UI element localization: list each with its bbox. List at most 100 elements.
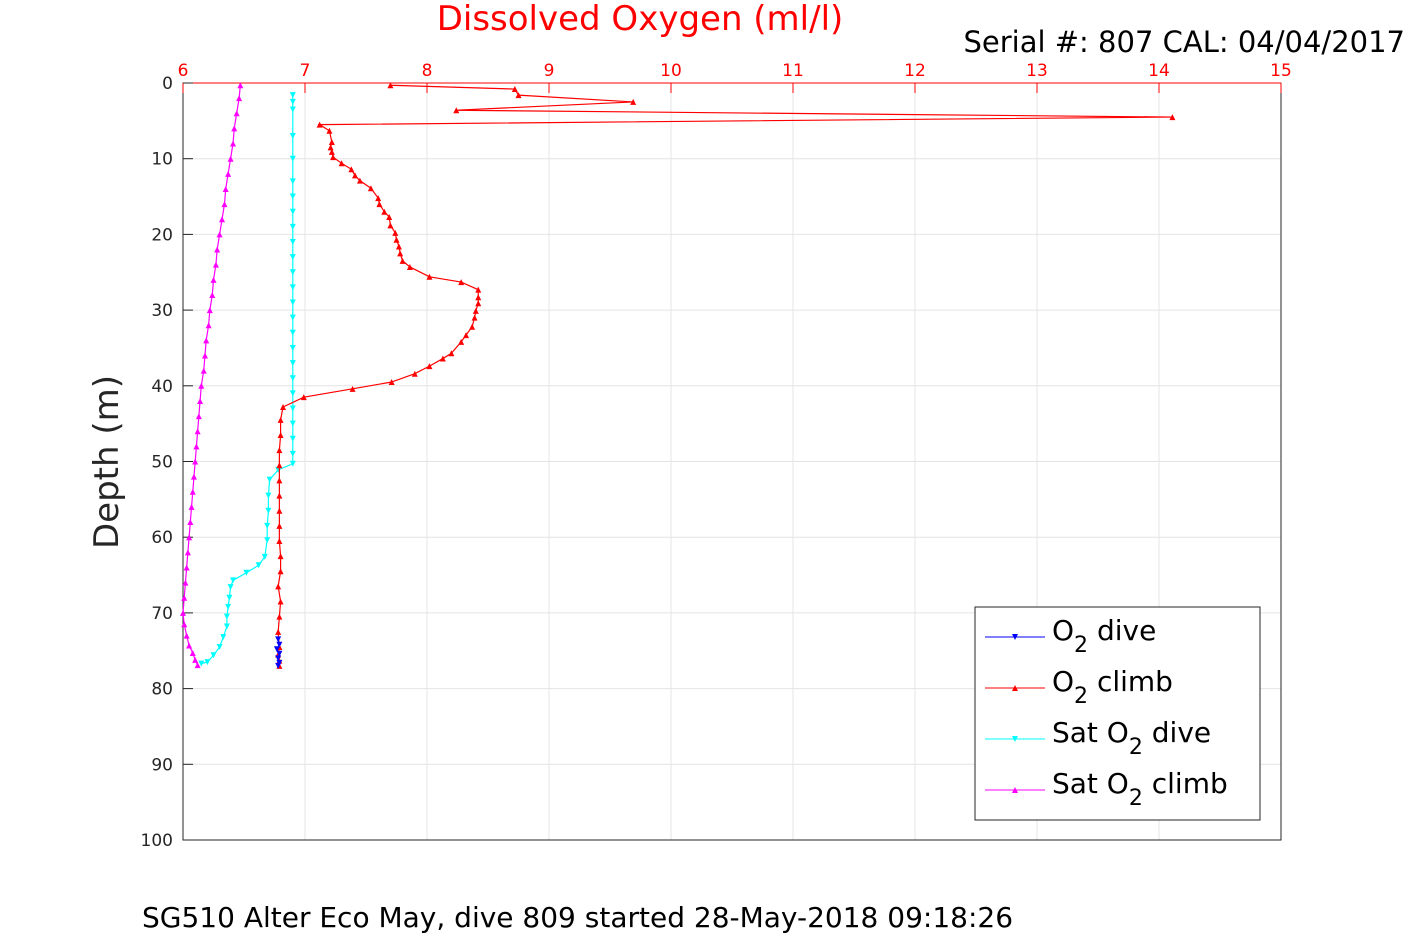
x-tick-label: 8 bbox=[422, 61, 433, 81]
data-point bbox=[222, 185, 229, 192]
data-point bbox=[261, 553, 268, 560]
data-point bbox=[458, 338, 465, 345]
data-point bbox=[210, 652, 217, 659]
data-point bbox=[463, 332, 470, 339]
legend-subscript: 2 bbox=[1074, 684, 1088, 709]
data-point bbox=[225, 170, 232, 177]
data-point bbox=[190, 473, 197, 480]
legend-subscript: 2 bbox=[1129, 735, 1143, 760]
x-tick-label: 14 bbox=[1148, 61, 1170, 81]
data-point bbox=[1169, 114, 1176, 121]
data-point bbox=[277, 598, 284, 605]
data-point bbox=[426, 363, 433, 370]
data-point bbox=[448, 350, 455, 357]
legend-rest: climb bbox=[1143, 767, 1228, 800]
data-point bbox=[230, 577, 237, 584]
data-point bbox=[356, 177, 363, 184]
data-point bbox=[289, 223, 296, 230]
data-point bbox=[212, 261, 219, 268]
data-point bbox=[187, 519, 194, 526]
data-point bbox=[276, 522, 283, 529]
x-tick-label: 12 bbox=[904, 61, 926, 81]
x-axis-ticks: 6 7 8 9 10 11 12 13 14 15 bbox=[178, 61, 1292, 93]
data-point bbox=[352, 172, 359, 179]
data-point bbox=[275, 636, 282, 643]
data-point bbox=[630, 98, 637, 105]
data-point bbox=[289, 193, 296, 200]
data-point bbox=[277, 416, 284, 423]
data-point bbox=[406, 263, 413, 270]
data-point bbox=[276, 477, 283, 484]
data-point bbox=[237, 82, 244, 89]
data-point bbox=[289, 390, 296, 397]
data-point bbox=[411, 370, 418, 377]
legend-subscript: 2 bbox=[1129, 786, 1143, 811]
data-point bbox=[328, 148, 335, 155]
y-tick-label: 10 bbox=[151, 150, 173, 170]
data-point bbox=[289, 284, 296, 291]
data-point bbox=[330, 154, 337, 161]
data-point bbox=[388, 379, 395, 386]
data-point bbox=[265, 507, 272, 514]
data-point bbox=[264, 537, 271, 544]
x-tick-label: 6 bbox=[178, 61, 189, 81]
legend-rest: dive bbox=[1143, 716, 1211, 749]
data-point bbox=[328, 139, 335, 146]
series-o2-climb bbox=[275, 82, 1176, 669]
data-point bbox=[399, 257, 406, 264]
data-point bbox=[216, 231, 223, 238]
data-point bbox=[289, 435, 296, 442]
data-point bbox=[289, 254, 296, 261]
data-point bbox=[186, 534, 193, 541]
data-point bbox=[275, 655, 282, 662]
data-point bbox=[289, 299, 296, 306]
data-point bbox=[255, 562, 262, 569]
x-tick-label: 11 bbox=[782, 61, 804, 81]
data-point bbox=[276, 447, 283, 454]
data-point bbox=[186, 642, 193, 649]
y-tick-label: 90 bbox=[151, 755, 173, 775]
legend-marker bbox=[1012, 787, 1018, 793]
series-line bbox=[277, 84, 1173, 666]
data-point bbox=[349, 385, 356, 392]
data-point bbox=[475, 286, 482, 293]
data-point bbox=[375, 195, 382, 202]
data-point bbox=[381, 208, 388, 215]
data-point bbox=[280, 403, 287, 410]
legend-main: O bbox=[1052, 665, 1074, 698]
data-point bbox=[439, 355, 446, 362]
data-point bbox=[264, 522, 271, 529]
data-point bbox=[223, 623, 230, 630]
data-point bbox=[289, 360, 296, 367]
serial-cal-text: Serial #: 807 CAL: 04/04/2017 bbox=[963, 25, 1405, 59]
legend-main: Sat O bbox=[1052, 716, 1129, 749]
data-point bbox=[206, 307, 213, 314]
data-point bbox=[181, 594, 188, 601]
legend-rest: climb bbox=[1088, 665, 1173, 698]
data-point bbox=[289, 92, 296, 99]
data-point bbox=[194, 428, 201, 435]
legend-subscript: 2 bbox=[1074, 633, 1088, 658]
data-point bbox=[220, 634, 227, 641]
data-point bbox=[289, 420, 296, 427]
data-point bbox=[230, 140, 237, 147]
y-tick-label: 100 bbox=[141, 831, 173, 851]
data-point bbox=[387, 222, 394, 229]
data-point bbox=[205, 322, 212, 329]
y-tick-label: 20 bbox=[151, 225, 173, 245]
legend-entry: O2 dive bbox=[1052, 614, 1156, 658]
x-tick-label: 9 bbox=[544, 61, 555, 81]
data-point bbox=[475, 294, 482, 301]
data-point bbox=[226, 594, 233, 601]
data-point bbox=[316, 121, 323, 128]
data-point bbox=[348, 166, 355, 173]
data-point bbox=[276, 537, 283, 544]
data-point bbox=[276, 641, 283, 648]
legend-marker bbox=[1012, 685, 1018, 691]
data-point bbox=[204, 659, 211, 666]
data-point bbox=[276, 659, 283, 666]
legend-entry: Sat O2 climb bbox=[1052, 767, 1228, 811]
data-point bbox=[227, 584, 234, 591]
data-point bbox=[475, 300, 482, 307]
